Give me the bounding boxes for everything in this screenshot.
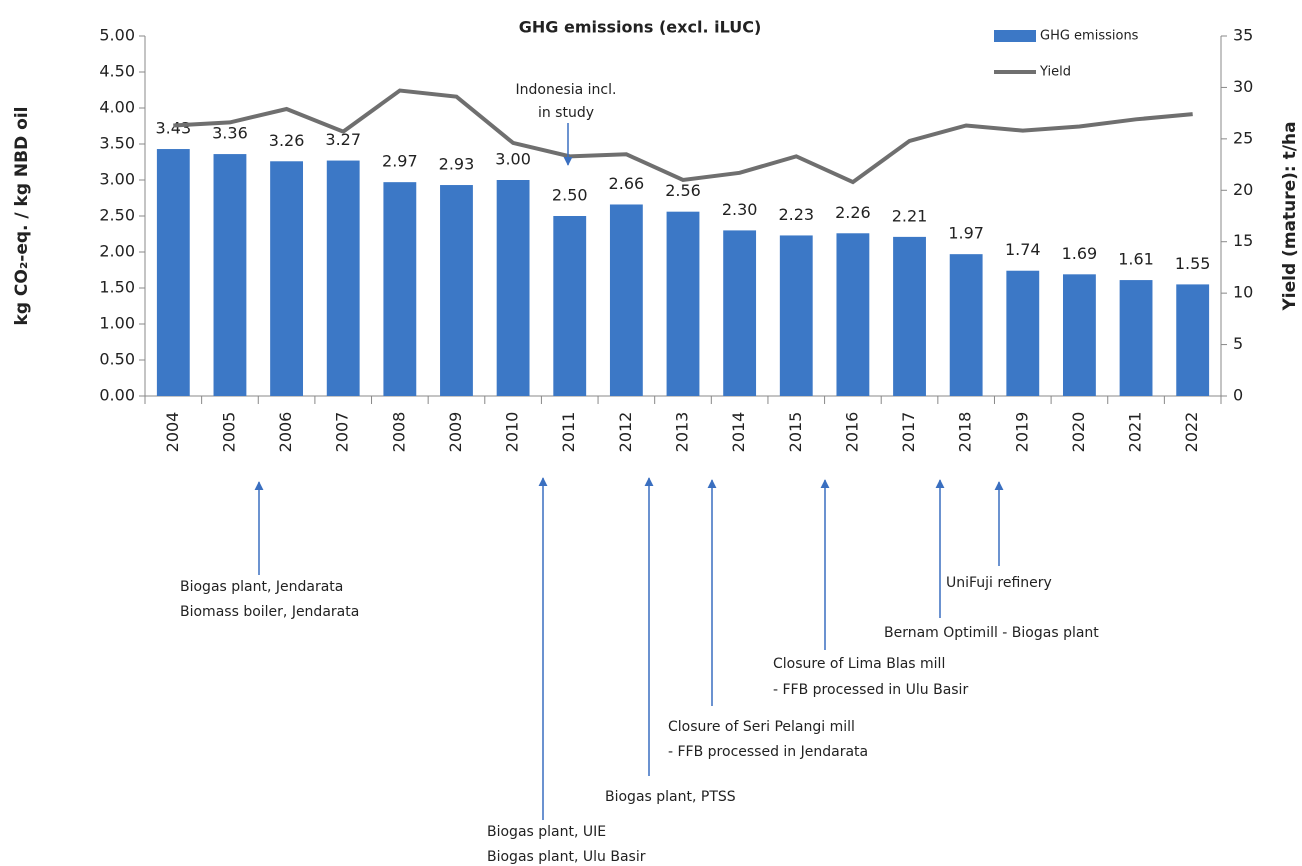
y2-tick-label: 20 [1233,180,1253,199]
data-label: 2.26 [835,203,871,222]
y-tick-label: 2.50 [99,206,135,225]
y-tick-label: 0.50 [99,350,135,369]
x-tick-label: 2018 [956,412,975,453]
data-label: 2.30 [722,200,758,219]
x-tick-label: 2019 [1012,412,1031,453]
bar [326,160,360,396]
x-tick-label: 2017 [899,412,918,453]
data-label: 2.97 [382,152,418,171]
annotation: Indonesia incl. [516,82,617,98]
x-tick-label: 2011 [559,412,578,453]
annotation: Closure of Lima Blas mill [773,656,945,672]
y-tick-label: 4.00 [99,98,135,117]
data-label: 2.50 [552,186,588,205]
bar [836,233,870,396]
y2-tick-label: 25 [1233,128,1253,147]
data-label: 3.00 [495,150,531,169]
bar [496,180,530,396]
x-tick-label: 2013 [673,412,692,453]
bar [1062,274,1096,396]
bar [156,149,190,396]
data-label: 3.26 [269,131,305,150]
legend-label: GHG emissions [1040,29,1139,44]
bar [893,236,926,396]
data-label: 1.69 [1062,244,1098,263]
data-label: 2.21 [892,206,928,225]
y-tick-label: 3.50 [99,134,135,153]
y-tick-label: 0.00 [99,386,135,405]
x-tick-label: 2016 [842,412,861,453]
y-tick-label: 2.00 [99,242,135,261]
legend-label: Yield [1039,65,1071,80]
bar [1006,270,1040,396]
y2-axis-label: Yield (mature): t/ha [1280,121,1300,311]
bar [949,254,983,396]
y-axis-label: kg CO₂-eq. / kg NBD oil [12,107,32,326]
bar [553,216,587,396]
x-tick-label: 2004 [163,412,182,453]
bar [1119,280,1153,396]
line [173,88,1193,185]
data-label: 3.36 [212,124,248,143]
y2-tick-label: 10 [1233,283,1253,302]
x-tick-label: 2014 [729,412,748,453]
bar [666,211,700,396]
y2-tick-label: 35 [1233,26,1253,45]
data-label: 1.74 [1005,240,1041,259]
data-label: 2.56 [665,181,701,200]
annotation: in study [538,105,594,121]
bar [213,154,247,396]
annotation: Biogas plant, Jendarata [180,579,343,595]
y-tick-label: 4.50 [99,62,135,81]
annotation: Biogas plant, PTSS [605,789,736,805]
bar [440,185,473,396]
data-label: 1.55 [1175,254,1211,273]
x-tick-label: 2009 [446,412,465,453]
y2-tick-label: 30 [1233,77,1253,96]
y2-tick-label: 0 [1233,386,1243,405]
x-tick-label: 2021 [1126,412,1145,453]
bar [609,204,643,396]
bar [1176,284,1210,396]
x-tick-label: 2020 [1069,412,1088,453]
chart-title: GHG emissions (excl. iLUC) [519,18,762,37]
y-tick-label: 1.00 [99,314,135,333]
x-tick-label: 2012 [616,412,635,453]
legend-swatch [994,30,1036,42]
data-label: 2.93 [439,155,475,174]
bar [723,230,757,396]
x-tick-label: 2006 [276,412,295,453]
data-label: 3.27 [325,130,361,149]
y-tick-label: 1.50 [99,278,135,297]
x-tick-label: 2007 [333,412,352,453]
data-label: 2.66 [609,174,645,193]
data-label: 1.61 [1118,250,1154,269]
annotation: Biogas plant, UIE [487,824,606,840]
data-label: 2.23 [778,205,814,224]
x-tick-label: 2008 [389,412,408,453]
x-tick-label: 2010 [503,412,522,453]
bar [779,235,813,396]
annotation: - FFB processed in Jendarata [668,744,868,760]
y-tick-label: 5.00 [99,26,135,45]
annotation: Bernam Optimill - Biogas plant [884,625,1099,641]
x-tick-label: 2022 [1182,412,1201,453]
annotation: Biomass boiler, Jendarata [180,604,359,620]
annotation: UniFuji refinery [946,575,1052,591]
data-label: 3.43 [156,119,192,138]
data-label: 1.97 [948,224,984,243]
annotation: - FFB processed in Ulu Basir [773,682,968,698]
y2-tick-label: 5 [1233,334,1243,353]
annotation: Biogas plant, Ulu Basir [487,849,646,865]
y-tick-label: 3.00 [99,170,135,189]
y2-tick-label: 15 [1233,231,1253,250]
x-tick-label: 2005 [219,412,238,453]
annotation: Closure of Seri Pelangi mill [668,719,855,735]
x-tick-label: 2015 [786,412,805,453]
bar [270,161,304,396]
bar [383,182,417,396]
